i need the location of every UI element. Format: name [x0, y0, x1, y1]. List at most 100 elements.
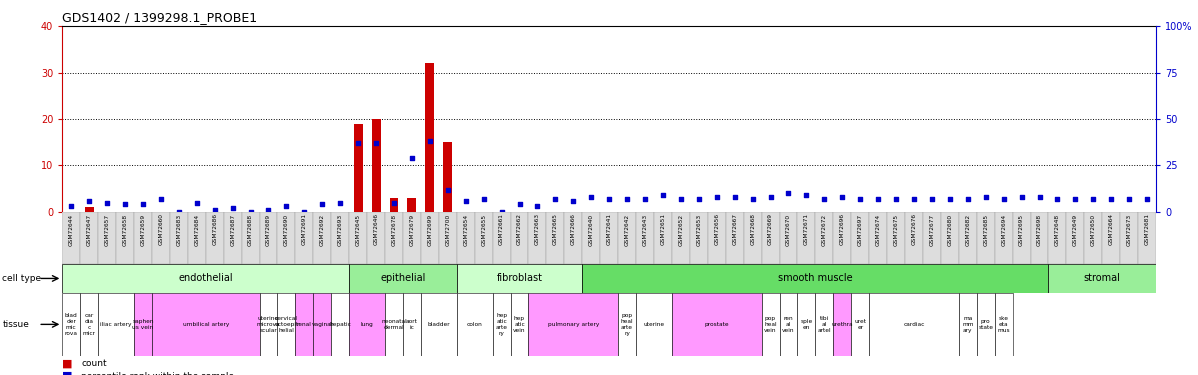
Text: sple
en: sple en: [800, 319, 812, 330]
Bar: [870, 212, 887, 264]
Bar: [1012, 212, 1030, 264]
Bar: [922, 212, 940, 264]
Point: [1102, 196, 1121, 202]
Point: [169, 209, 188, 215]
Text: GSM72663: GSM72663: [536, 213, 540, 246]
Bar: [260, 292, 278, 356]
Bar: [994, 292, 1012, 356]
Point: [1030, 194, 1049, 200]
Text: ■: ■: [62, 358, 73, 368]
Bar: [780, 212, 798, 264]
Text: hepatic: hepatic: [329, 322, 351, 327]
Bar: [1120, 212, 1138, 264]
Text: GSM72687: GSM72687: [230, 213, 235, 246]
Bar: [403, 292, 420, 356]
Bar: [385, 212, 403, 264]
Text: GSM72653: GSM72653: [696, 213, 701, 246]
Point: [761, 194, 780, 200]
Bar: [600, 212, 618, 264]
Bar: [780, 292, 798, 356]
Bar: [62, 212, 80, 264]
Text: GSM72680: GSM72680: [948, 213, 952, 246]
Text: GSM72676: GSM72676: [912, 213, 916, 246]
Bar: [958, 212, 976, 264]
Bar: [510, 292, 528, 356]
Bar: [672, 212, 690, 264]
Text: GSM72678: GSM72678: [392, 213, 397, 246]
Text: GSM72673: GSM72673: [1126, 213, 1132, 246]
Point: [474, 196, 494, 202]
Text: epithelial: epithelial: [380, 273, 425, 284]
Bar: [852, 292, 870, 356]
Bar: [870, 292, 958, 356]
Bar: [170, 212, 188, 264]
Text: fibroblast: fibroblast: [496, 273, 543, 284]
Text: uterine: uterine: [643, 322, 665, 327]
Text: GSM72691: GSM72691: [302, 213, 307, 246]
Text: smooth muscle: smooth muscle: [778, 273, 853, 284]
Text: GSM72677: GSM72677: [930, 213, 934, 246]
Point: [617, 196, 636, 202]
Bar: [152, 212, 170, 264]
Point: [797, 192, 816, 198]
Bar: [744, 212, 762, 264]
Bar: [332, 292, 349, 356]
Text: GSM72642: GSM72642: [624, 213, 630, 246]
Text: GSM72694: GSM72694: [1002, 213, 1006, 246]
Text: bladder: bladder: [428, 322, 450, 327]
Bar: [260, 212, 278, 264]
Point: [922, 196, 942, 202]
Bar: [420, 292, 456, 356]
Bar: [528, 292, 618, 356]
Bar: [816, 292, 834, 356]
Text: GSM72659: GSM72659: [140, 213, 145, 246]
Bar: [278, 292, 296, 356]
Text: GSM72671: GSM72671: [804, 213, 809, 246]
Bar: [332, 212, 349, 264]
Text: GSM72692: GSM72692: [320, 213, 325, 246]
Text: blad
der
mic
rova: blad der mic rova: [65, 313, 78, 336]
Bar: [278, 212, 296, 264]
Text: GSM72661: GSM72661: [500, 213, 504, 245]
Bar: [80, 212, 98, 264]
Text: pop
heal
vein: pop heal vein: [764, 316, 776, 333]
Point: [277, 203, 296, 209]
Text: GSM72679: GSM72679: [410, 213, 415, 246]
Text: GSM72693: GSM72693: [338, 213, 343, 246]
Bar: [371, 119, 381, 212]
Point: [725, 194, 744, 200]
Text: pro
state: pro state: [979, 319, 993, 330]
Bar: [798, 212, 816, 264]
Text: hep
atic
vein: hep atic vein: [513, 316, 526, 333]
Bar: [887, 212, 904, 264]
Text: GSM72670: GSM72670: [786, 213, 791, 246]
Point: [779, 190, 798, 196]
Point: [223, 205, 242, 211]
Point: [976, 194, 996, 200]
Text: GSM72641: GSM72641: [606, 213, 612, 246]
Text: GSM72689: GSM72689: [266, 213, 271, 246]
Text: tissue: tissue: [2, 320, 29, 329]
Point: [61, 203, 80, 209]
Text: ■: ■: [62, 370, 73, 375]
Bar: [349, 264, 456, 292]
Text: cell type: cell type: [2, 274, 42, 283]
Text: umbilical artery: umbilical artery: [182, 322, 229, 327]
Point: [869, 196, 888, 202]
Bar: [582, 212, 600, 264]
Bar: [904, 212, 922, 264]
Text: GSM72660: GSM72660: [158, 213, 163, 246]
Bar: [349, 292, 385, 356]
Point: [851, 196, 870, 202]
Text: percentile rank within the sample: percentile rank within the sample: [81, 372, 235, 375]
Point: [1012, 194, 1031, 200]
Bar: [62, 264, 349, 292]
Point: [564, 198, 583, 204]
Bar: [546, 212, 564, 264]
Text: cardiac: cardiac: [903, 322, 925, 327]
Text: uret
er: uret er: [854, 319, 866, 330]
Point: [259, 207, 278, 213]
Bar: [134, 212, 152, 264]
Text: cervical
ectoepit
helial: cervical ectoepit helial: [274, 316, 298, 333]
Bar: [1048, 264, 1156, 292]
